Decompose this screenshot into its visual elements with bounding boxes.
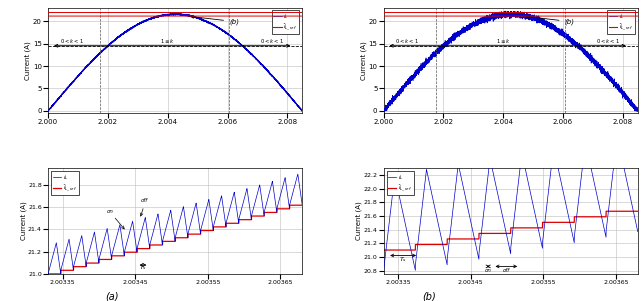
Text: on: on [106, 209, 113, 214]
Text: $T_s$: $T_s$ [139, 263, 147, 272]
Legend: $i_L$, $\hat{i}_{L\_ref}$: $i_L$, $\hat{i}_{L\_ref}$ [51, 171, 79, 195]
Text: (a): (a) [105, 291, 119, 301]
Y-axis label: Current (A): Current (A) [360, 41, 367, 80]
Legend: $i_L$, $\hat{i}_{L\_ref}$: $i_L$, $\hat{i}_{L\_ref}$ [272, 11, 299, 34]
Text: (b): (b) [191, 15, 239, 25]
Text: $1\leq k$: $1\leq k$ [160, 37, 175, 45]
Text: off: off [140, 197, 147, 203]
Text: $1\leq k$: $1\leq k$ [495, 37, 511, 45]
Text: $0<k<1$: $0<k<1$ [60, 37, 84, 45]
Text: $T_s$: $T_s$ [399, 255, 407, 264]
Text: off: off [503, 268, 510, 273]
Legend: $i_L$, $\hat{i}_{L\_ref}$: $i_L$, $\hat{i}_{L\_ref}$ [607, 11, 635, 34]
Y-axis label: Current (A): Current (A) [25, 41, 31, 80]
Text: (b): (b) [526, 15, 574, 25]
Text: $0<k<1$: $0<k<1$ [596, 37, 620, 45]
Text: (b): (b) [422, 291, 437, 301]
Y-axis label: Current (A): Current (A) [356, 202, 362, 240]
Text: $0<k<1$: $0<k<1$ [260, 37, 285, 45]
Legend: $i_L$, $\hat{i}_{L\_ref}$: $i_L$, $\hat{i}_{L\_ref}$ [387, 171, 414, 195]
Text: $0<k<1$: $0<k<1$ [395, 37, 420, 45]
Text: on: on [485, 268, 492, 273]
Y-axis label: Current (A): Current (A) [20, 202, 26, 240]
